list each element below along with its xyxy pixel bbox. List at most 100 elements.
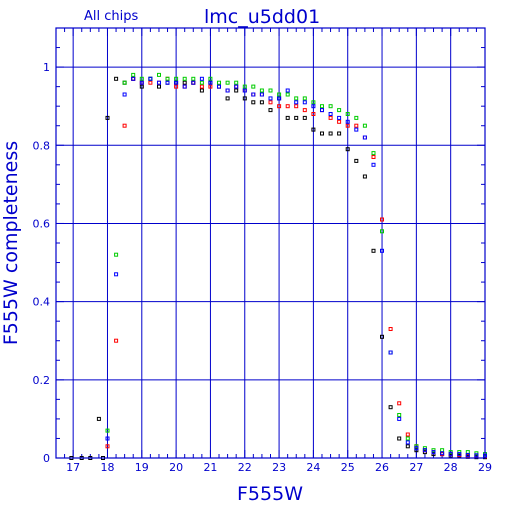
data-point-series-4	[114, 272, 119, 277]
data-point-series-1	[259, 100, 264, 105]
y-tick-label: 0.2	[33, 374, 51, 387]
data-point-series-2	[122, 123, 127, 128]
data-point-series-4	[217, 84, 221, 89]
data-point-series-3	[208, 76, 213, 81]
data-point-series-3	[165, 76, 170, 81]
data-point-series-4	[259, 92, 264, 97]
data-point-series-4	[234, 84, 239, 89]
data-point-series-4	[371, 162, 376, 167]
data-point-series-1	[362, 174, 367, 179]
data-point-series-3	[285, 92, 290, 97]
data-point-series-1	[225, 96, 230, 101]
data-point-series-3	[345, 112, 350, 116]
data-point-series-1	[294, 115, 299, 120]
data-point-series-2	[354, 123, 359, 128]
data-point-series-4	[302, 100, 307, 105]
data-point-series-3	[114, 252, 119, 257]
data-point-series-3	[234, 80, 239, 85]
data-point-series-4	[388, 350, 393, 355]
data-point-series-4	[465, 452, 470, 457]
data-point-series-4	[199, 76, 204, 81]
data-point-series-4	[328, 112, 333, 116]
x-tick-label: 29	[478, 461, 492, 474]
data-point-series-3	[397, 413, 402, 417]
points-layer	[69, 72, 487, 460]
data-point-series-2	[405, 432, 410, 437]
data-point-series-2	[277, 104, 282, 109]
data-point-series-1	[182, 80, 187, 85]
data-point-series-3	[337, 108, 342, 113]
data-point-series-1	[157, 84, 161, 89]
data-point-series-2	[268, 100, 273, 105]
x-tick-label: 20	[169, 461, 183, 474]
x-tick-label: 17	[66, 461, 80, 474]
data-point-series-1	[380, 334, 384, 339]
data-point-series-4	[251, 92, 256, 97]
data-point-series-4	[474, 453, 479, 458]
data-point-series-4	[105, 436, 110, 441]
data-point-series-1	[268, 108, 273, 113]
data-point-series-2	[148, 80, 153, 85]
data-point-series-4	[405, 440, 410, 445]
data-point-series-4	[191, 80, 196, 85]
data-point-series-2	[199, 84, 204, 89]
data-point-series-3	[302, 96, 307, 101]
data-point-series-3	[122, 80, 127, 85]
data-point-series-4	[414, 446, 419, 451]
data-point-series-3	[405, 436, 410, 441]
x-tick-label: 24	[306, 461, 320, 474]
data-point-series-4	[277, 96, 282, 101]
data-point-series-1	[311, 127, 316, 132]
data-point-series-4	[311, 104, 316, 109]
chart-title: lmc_u5dd01	[204, 6, 320, 28]
data-point-series-3	[354, 115, 359, 120]
data-point-series-3	[217, 80, 221, 85]
data-point-series-2	[397, 401, 402, 406]
data-point-series-2	[380, 217, 384, 222]
data-point-series-1	[114, 76, 119, 81]
x-tick-label: 22	[238, 461, 252, 474]
data-point-series-1	[242, 96, 247, 101]
chart-subtitle: All chips	[84, 9, 138, 24]
plot-frame	[55, 27, 486, 459]
data-point-series-4	[208, 80, 213, 85]
data-point-series-4	[182, 84, 187, 89]
data-point-series-1	[105, 115, 110, 120]
x-tick-label: 18	[100, 461, 114, 474]
data-point-series-1	[199, 88, 204, 93]
data-point-series-3	[380, 229, 384, 234]
data-point-series-1	[397, 436, 402, 441]
data-point-series-4	[431, 450, 436, 455]
data-point-series-4	[380, 248, 384, 253]
y-axis-label: F555W completeness	[0, 141, 22, 345]
data-point-series-4	[225, 88, 230, 93]
data-point-series-3	[191, 76, 196, 81]
data-point-series-2	[174, 84, 179, 89]
data-point-series-1	[328, 131, 333, 136]
data-point-series-1	[302, 115, 307, 120]
y-tick-label: 0	[43, 452, 50, 465]
data-point-series-3	[320, 104, 324, 109]
data-point-series-3	[371, 151, 376, 156]
data-point-series-3	[328, 104, 333, 109]
data-point-series-3	[311, 100, 316, 105]
data-point-series-4	[354, 127, 359, 132]
data-point-series-3	[199, 80, 204, 85]
data-point-series-3	[294, 96, 299, 101]
data-point-series-1	[234, 88, 239, 93]
data-point-series-4	[457, 452, 462, 457]
y-tick-label: 0.4	[33, 296, 51, 309]
data-point-series-4	[397, 416, 402, 421]
data-point-series-3	[225, 80, 230, 85]
data-point-series-3	[268, 88, 273, 93]
data-point-series-3	[251, 84, 256, 89]
data-point-series-4	[131, 76, 136, 81]
data-point-series-4	[148, 76, 153, 81]
data-point-series-4	[440, 451, 445, 456]
data-point-series-3	[139, 76, 144, 81]
x-tick-label: 28	[444, 461, 458, 474]
data-point-series-4	[294, 100, 299, 105]
data-point-series-4	[320, 108, 324, 113]
